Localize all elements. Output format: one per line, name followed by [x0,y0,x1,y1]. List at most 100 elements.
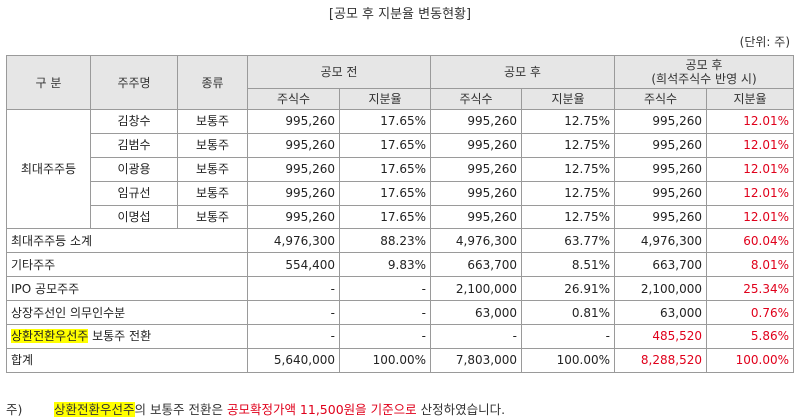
table-row: 김범수 보통주 995,260 17.65% 995,260 12.75% 99… [7,132,795,158]
before-ratio: 17.65% [339,204,431,230]
footnote-prefix: 주) [6,402,23,417]
before-shares: 995,260 [247,156,340,182]
before-shares: - [247,276,340,302]
after-shares: 63,000 [430,300,522,326]
table-title: [공모 후 지분율 변동현황] [328,7,472,22]
diluted-ratio: 8.01% [705,252,795,278]
header-diluted-line1: 공모 후 [685,58,723,72]
table-row: 기타주주 554,400 9.83% 663,700 8.51% 663,700… [6,252,795,278]
diluted-ratio: 60.04% [705,228,795,254]
diluted-shares: 995,260 [614,204,707,230]
after-shares: 663,700 [430,252,522,278]
highlighted-label: 상환전환우선주 [11,329,89,344]
footnote-middle: 의 보통주 전환은 [134,402,227,417]
before-ratio: 9.83% [339,252,431,278]
after-ratio: 12.75% [521,204,615,230]
row-label-rest: 보통주 전환 [88,329,152,344]
footnote-end: 산정하였습니다. [416,402,506,417]
after-shares: 995,260 [430,156,522,182]
diluted-shares: 2,100,000 [614,276,707,302]
before-shares: - [247,300,340,326]
after-shares: 995,260 [430,132,522,158]
after-ratio: 12.75% [521,156,615,182]
footnote-highlight: 상환전환우선주 [54,402,135,417]
row-label: 상환전환우선주 보통주 전환 [6,324,248,349]
diluted-ratio: 100.00% [705,347,795,373]
unit-label: (단위: 주) [739,35,790,49]
diluted-shares: 995,260 [614,109,707,134]
diluted-shares: 995,260 [614,132,707,158]
header-ratio: 지분율 [339,88,431,110]
shareholding-table: 구 분 주주명 종류 공모 전 공모 후 공모 후 (희석주식수 반영 시) 주… [6,55,795,373]
after-ratio: 12.75% [521,109,615,134]
diluted-shares: 485,520 [614,324,707,349]
share-type: 보통주 [177,132,248,158]
share-type: 보통주 [177,109,248,134]
header-category: 구 분 [6,55,91,110]
header-before: 공모 전 [247,55,431,89]
header-ratio: 지분율 [521,88,615,110]
after-ratio: 26.91% [521,276,615,302]
share-type: 보통주 [177,180,248,206]
row-label: 상장주선인 의무인수분 [6,300,248,326]
before-shares: 5,640,000 [247,347,340,373]
row-label: 합계 [6,347,248,373]
table-row: 상환전환우선주 보통주 전환 - - - - 485,520 5.86% [6,324,795,349]
after-ratio: 8.51% [521,252,615,278]
before-ratio: 100.00% [339,347,431,373]
diluted-ratio: 25.34% [705,276,795,302]
before-ratio: - [339,300,431,326]
footnote: 주) 상환전환우선주의 보통주 전환은 공모확정가액 11,500원을 기준으로 … [6,399,505,418]
after-shares: 995,260 [430,180,522,206]
holder-name: 김창수 [90,109,178,134]
before-ratio: 17.65% [339,156,431,182]
diluted-ratio: 5.86% [705,324,795,349]
diluted-shares: 995,260 [614,180,707,206]
table-row: 최대주주등 소계 4,976,300 88.23% 4,976,300 63.7… [6,228,795,254]
table-row: IPO 공모주주 - - 2,100,000 26.91% 2,100,000 … [6,276,795,302]
before-ratio: 17.65% [339,132,431,158]
before-shares: 4,976,300 [247,228,340,254]
after-ratio: 12.75% [521,132,615,158]
holder-name: 김범수 [90,132,178,158]
after-shares: 7,803,000 [430,347,522,373]
after-ratio: 63.77% [521,228,615,254]
share-type: 보통주 [177,156,248,182]
diluted-shares: 4,976,300 [614,228,707,254]
diluted-ratio: 12.01% [705,180,795,206]
table-row: 이명섭 보통주 995,260 17.65% 995,260 12.75% 99… [7,204,795,230]
share-type: 보통주 [177,204,248,230]
after-shares: - [430,324,522,349]
before-shares: 554,400 [247,252,340,278]
diluted-ratio: 0.76% [705,300,795,326]
table-row: 상장주선인 의무인수분 - - 63,000 0.81% 63,000 0.76… [6,300,795,326]
after-ratio: 100.00% [521,347,615,373]
diluted-shares: 663,700 [614,252,707,278]
header-shares: 주식수 [614,88,707,110]
header-after: 공모 후 [430,55,615,89]
group-label: 최대주주등 [6,108,91,230]
row-label: 기타주주 [6,252,248,278]
before-shares: 995,260 [247,180,340,206]
before-shares: - [247,324,340,349]
diluted-shares: 8,288,520 [614,347,707,373]
row-label: IPO 공모주주 [6,276,248,302]
table-row: 임규선 보통주 995,260 17.65% 995,260 12.75% 99… [7,180,795,206]
after-shares: 2,100,000 [430,276,522,302]
before-ratio: - [339,276,431,302]
after-shares: 995,260 [430,109,522,134]
table-row: 최대주주등 김창수 보통주 995,260 17.65% 995,260 12.… [6,108,795,230]
header-type: 종류 [177,55,248,110]
header-after-diluted: 공모 후 (희석주식수 반영 시) [613,55,795,89]
row-label: 최대주주등 소계 [6,228,248,254]
diluted-shares: 63,000 [614,300,707,326]
diluted-ratio: 12.01% [705,156,795,182]
before-ratio: 17.65% [339,180,431,206]
diluted-ratio: 12.01% [705,132,795,158]
before-ratio: - [339,324,431,349]
holder-name: 임규선 [90,180,178,206]
before-shares: 995,260 [247,204,340,230]
after-ratio: 0.81% [521,300,615,326]
after-ratio: - [521,324,615,349]
diluted-ratio: 12.01% [705,109,795,134]
